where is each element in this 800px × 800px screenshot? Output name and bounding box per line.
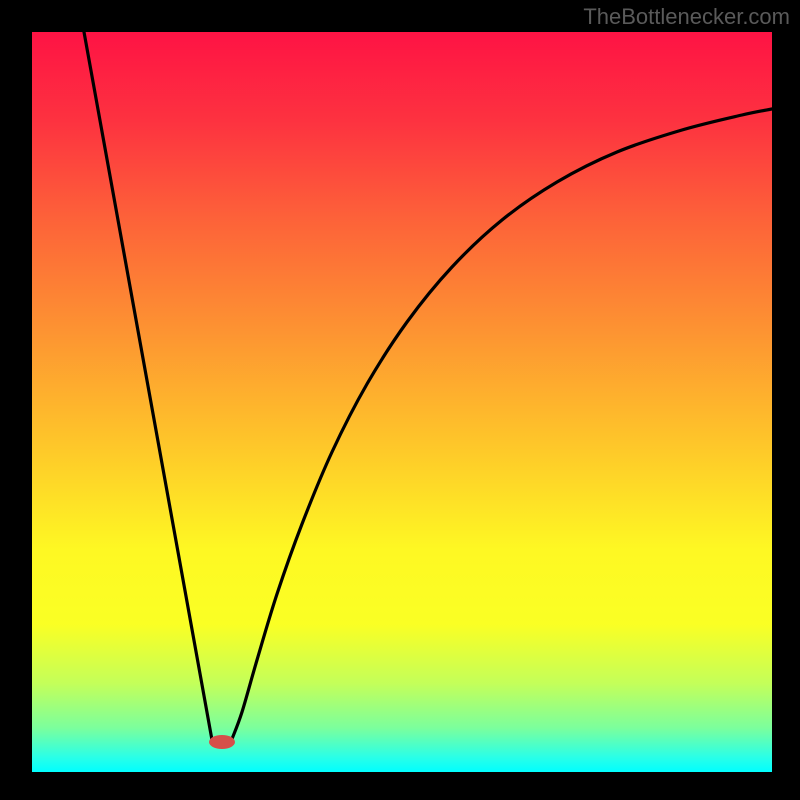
chart-container: TheBottlenecker.com	[0, 0, 800, 800]
curve-svg	[32, 32, 772, 772]
plot-area	[32, 32, 772, 772]
watermark-text: TheBottlenecker.com	[583, 4, 790, 30]
vertex-marker	[209, 735, 235, 749]
